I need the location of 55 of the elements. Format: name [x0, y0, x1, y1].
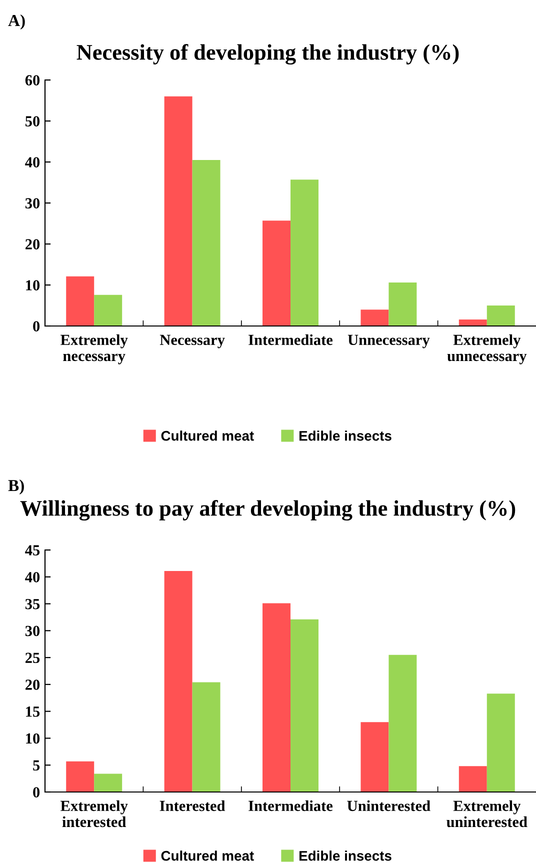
bar [388, 654, 417, 792]
x-tick-label: Extremely unnecessary [447, 334, 527, 364]
y-tick-label: 25 [26, 652, 40, 664]
bar [164, 570, 192, 792]
bar [262, 220, 290, 326]
bar [164, 96, 192, 326]
bar [486, 694, 515, 792]
y-tick-label: 20 [26, 239, 40, 250]
y-tick-label: 10 [26, 280, 40, 290]
y-tick-label: 40 [25, 157, 40, 168]
y-tick-label: 10 [26, 733, 40, 744]
bar [290, 619, 318, 792]
x-tick-label: Necessary [160, 334, 225, 348]
x-tick-label: Intermediate [248, 800, 333, 812]
y-tick-label: 30 [25, 626, 40, 636]
bar [192, 682, 220, 792]
bar [192, 160, 220, 326]
legend-label: Cultured meat [161, 430, 254, 441]
x-tick-label: Extremely interested [60, 800, 128, 828]
bar [290, 180, 318, 326]
text: B) [8, 479, 24, 495]
chart-title: Willingness to pay after developing the industry (%) [20, 500, 516, 521]
chart-title: Necessity of developing the industry (%) [76, 44, 459, 65]
x-tick-label: Extremely necessary [60, 334, 128, 364]
legend-label: Edible insects [299, 850, 392, 861]
bar [486, 306, 515, 326]
x-tick-label: Interested [160, 800, 226, 812]
x-tick-label: Intermediate [248, 334, 333, 346]
y-tick-label: 0 [33, 787, 40, 798]
bar [458, 766, 487, 792]
bar [360, 310, 389, 326]
y-tick-label: 15 [26, 706, 40, 717]
legend-label: Edible insects [299, 430, 392, 441]
bar [66, 276, 94, 326]
y-tick-label: 35 [25, 598, 40, 610]
y-tick-label: 20 [26, 680, 40, 690]
x-tick-label: Extremely uninterested [446, 800, 528, 828]
y-tick-label: 0 [33, 321, 40, 332]
y-tick-label: 5 [33, 760, 40, 771]
y-tick-label: 30 [25, 198, 40, 208]
y-tick-label: 60 [25, 75, 40, 86]
y-tick-label: 40 [25, 572, 40, 582]
bar [66, 761, 94, 792]
text: A) [8, 14, 25, 30]
bar [388, 282, 417, 326]
bar [360, 722, 389, 792]
x-tick-label: Uninterested [347, 800, 430, 812]
y-tick-label: 50 [25, 116, 40, 126]
bar [94, 774, 122, 792]
bar [94, 294, 122, 326]
legend-label: Cultured meat [161, 850, 254, 861]
x-tick-label: Unnecessary [348, 334, 430, 348]
bar [458, 319, 487, 326]
y-tick-label: 45 [25, 545, 40, 556]
bar [262, 603, 290, 792]
